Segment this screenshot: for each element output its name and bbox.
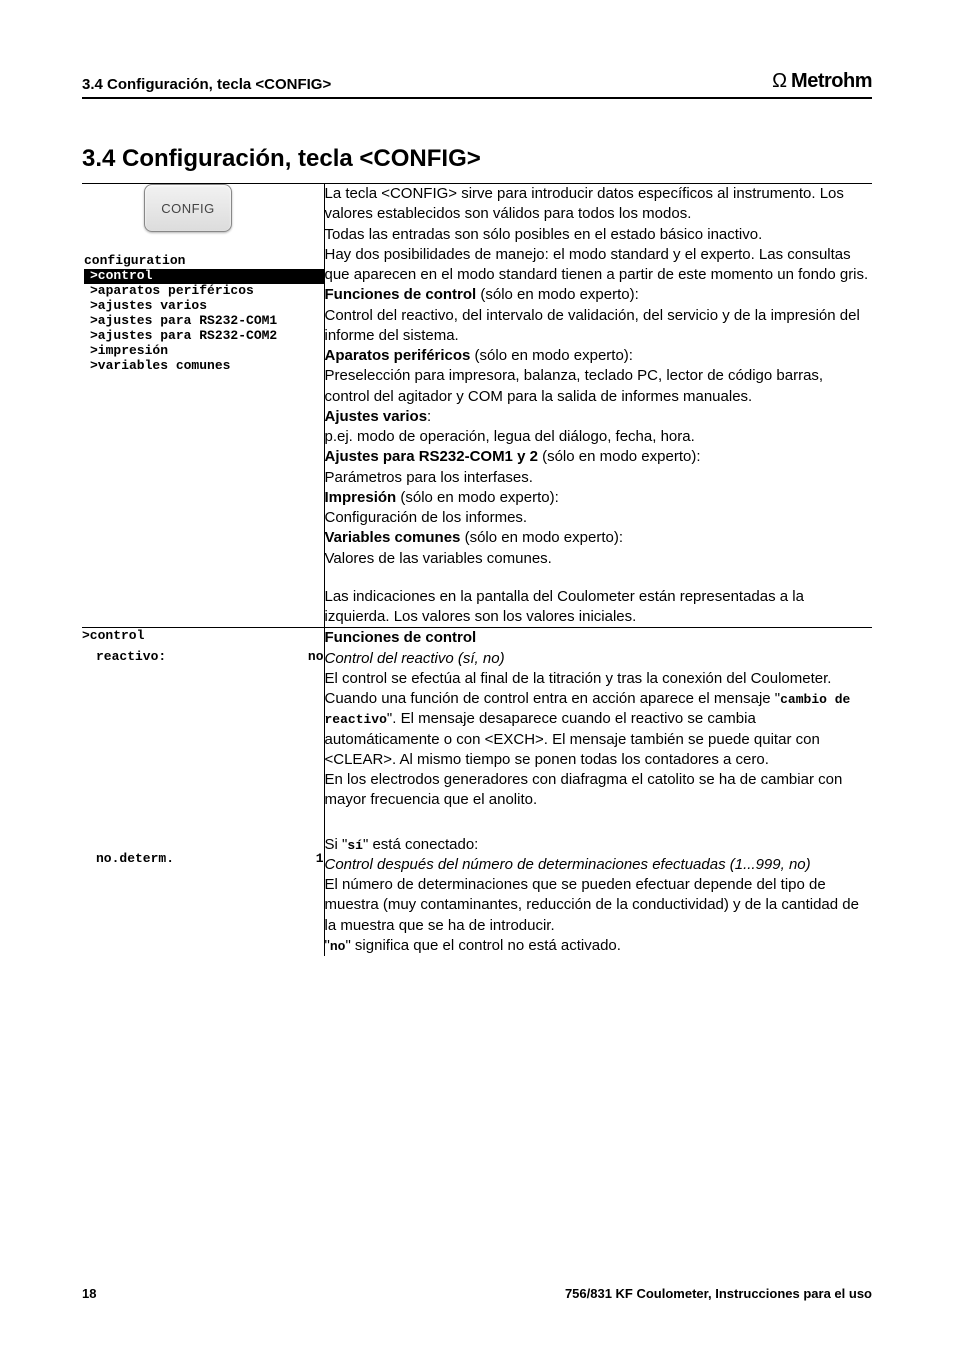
intro-text: Configuración de los informes. (325, 508, 873, 528)
doc-title: 756/831 KF Coulometer, Instrucciones par… (565, 1286, 872, 1301)
brand-name: Metrohm (791, 70, 872, 93)
config-menu: configuration >control >aparatos perifér… (82, 254, 324, 374)
page-number: 18 (82, 1286, 96, 1301)
reactivo-left: reactivo: no (82, 649, 324, 811)
menu-item: >ajustes para RS232-COM1 (82, 314, 324, 329)
mono-text: sí (347, 838, 363, 853)
menu-item-selected: >control (84, 269, 324, 284)
intro-left-cell: CONFIG configuration >control >aparatos … (82, 184, 324, 628)
intro-text: Valores de las variables comunes. (325, 549, 873, 569)
control-label: >control (82, 628, 324, 643)
intro-right-cell: La tecla <CONFIG> sirve para introducir … (324, 184, 872, 628)
suffix: (sólo en modo experto): (396, 489, 559, 506)
suffix: (sólo en modo experto): (460, 529, 623, 546)
menu-item: >aparatos periféricos (82, 284, 324, 299)
menu-item: >impresión (82, 344, 324, 359)
suffix: (sólo en modo experto): (538, 448, 701, 465)
param-value: 1 (316, 851, 324, 866)
nodeterm-text: El número de determinaciones que se pued… (325, 875, 873, 936)
text: ". El mensaje desaparece cuando el react… (325, 710, 820, 768)
param-row: no.determ. 1 (82, 851, 324, 866)
control-heading: Funciones de control (325, 628, 873, 648)
nodeterm-pre: Si "sí" está conectado: (325, 835, 873, 855)
label: Funciones de control (325, 286, 477, 303)
intro-line: Ajustes para RS232-COM1 y 2 (sólo en mod… (325, 447, 873, 467)
omega-icon: Ω (772, 70, 787, 93)
control-left: >control (82, 628, 324, 649)
text: " significa que el control no está activ… (345, 937, 621, 954)
intro-text: Preselección para impresora, balanza, te… (325, 366, 873, 407)
config-key-button: CONFIG (144, 184, 232, 232)
label: Ajustes varios (325, 408, 428, 425)
intro-line: Aparatos periféricos (sólo en modo exper… (325, 346, 873, 366)
text: Si " (325, 836, 348, 853)
text: El control se efectúa al final de la tit… (325, 670, 832, 707)
nodeterm-right: Si "sí" está conectado: Control después … (324, 811, 872, 957)
param-label: no.determ. (96, 851, 174, 866)
menu-item: >ajustes varios (82, 299, 324, 314)
param-label: reactivo: (96, 649, 166, 664)
running-title: 3.4 Configuración, tecla <CONFIG> (82, 76, 331, 93)
mono-text: no (330, 939, 346, 954)
brand-logo: Ω Metrohm (772, 70, 872, 93)
reactivo-text: En los electrodos generadores con diafra… (325, 770, 873, 811)
label: Impresión (325, 489, 397, 506)
control-right: Funciones de control (324, 628, 872, 649)
content-table: CONFIG configuration >control >aparatos … (82, 183, 872, 956)
menu-title: configuration (82, 254, 324, 269)
intro-line: Impresión (sólo en modo experto): (325, 488, 873, 508)
param-value: no (308, 649, 324, 664)
intro-text: Hay dos posibilidades de manejo: el modo… (325, 245, 873, 286)
label: Variables comunes (325, 529, 461, 546)
menu-item: >variables comunes (82, 359, 324, 374)
reactivo-italic: Control del reactivo (sí, no) (325, 649, 873, 669)
menu-item: >ajustes para RS232-COM2 (82, 329, 324, 344)
page-footer: 18 756/831 KF Coulometer, Instrucciones … (82, 1286, 872, 1301)
reactivo-right: Control del reactivo (sí, no) El control… (324, 649, 872, 811)
intro-line: Ajustes varios: (325, 407, 873, 427)
reactivo-text: El control se efectúa al final de la tit… (325, 669, 873, 770)
nodeterm-italic: Control después del número de determinac… (325, 855, 873, 875)
intro-text: Control del reactivo, del intervalo de v… (325, 306, 873, 347)
intro-text: Parámetros para los interfases. (325, 468, 873, 488)
nodeterm-text: "no" significa que el control no está ac… (325, 936, 873, 956)
suffix: (sólo en modo experto): (470, 347, 633, 364)
intro-text: La tecla <CONFIG> sirve para introducir … (325, 184, 873, 225)
text: " está conectado: (363, 836, 478, 853)
intro-line: Funciones de control (sólo en modo exper… (325, 285, 873, 305)
intro-line: Variables comunes (sólo en modo experto)… (325, 528, 873, 548)
suffix: (sólo en modo experto): (476, 286, 639, 303)
intro-text: p.ej. modo de operación, legua del diálo… (325, 427, 873, 447)
intro-footer: Las indicaciones en la pantalla del Coul… (325, 587, 873, 628)
intro-text: Todas las entradas son sólo posibles en … (325, 225, 873, 245)
section-title: 3.4 Configuración, tecla <CONFIG> (82, 145, 872, 173)
param-row: reactivo: no (82, 649, 324, 664)
label: Ajustes para RS232-COM1 y 2 (325, 448, 538, 465)
nodeterm-left: no.determ. 1 (82, 811, 324, 957)
page-header: 3.4 Configuración, tecla <CONFIG> Ω Metr… (82, 70, 872, 99)
label: Aparatos periféricos (325, 347, 471, 364)
colon: : (427, 408, 431, 425)
